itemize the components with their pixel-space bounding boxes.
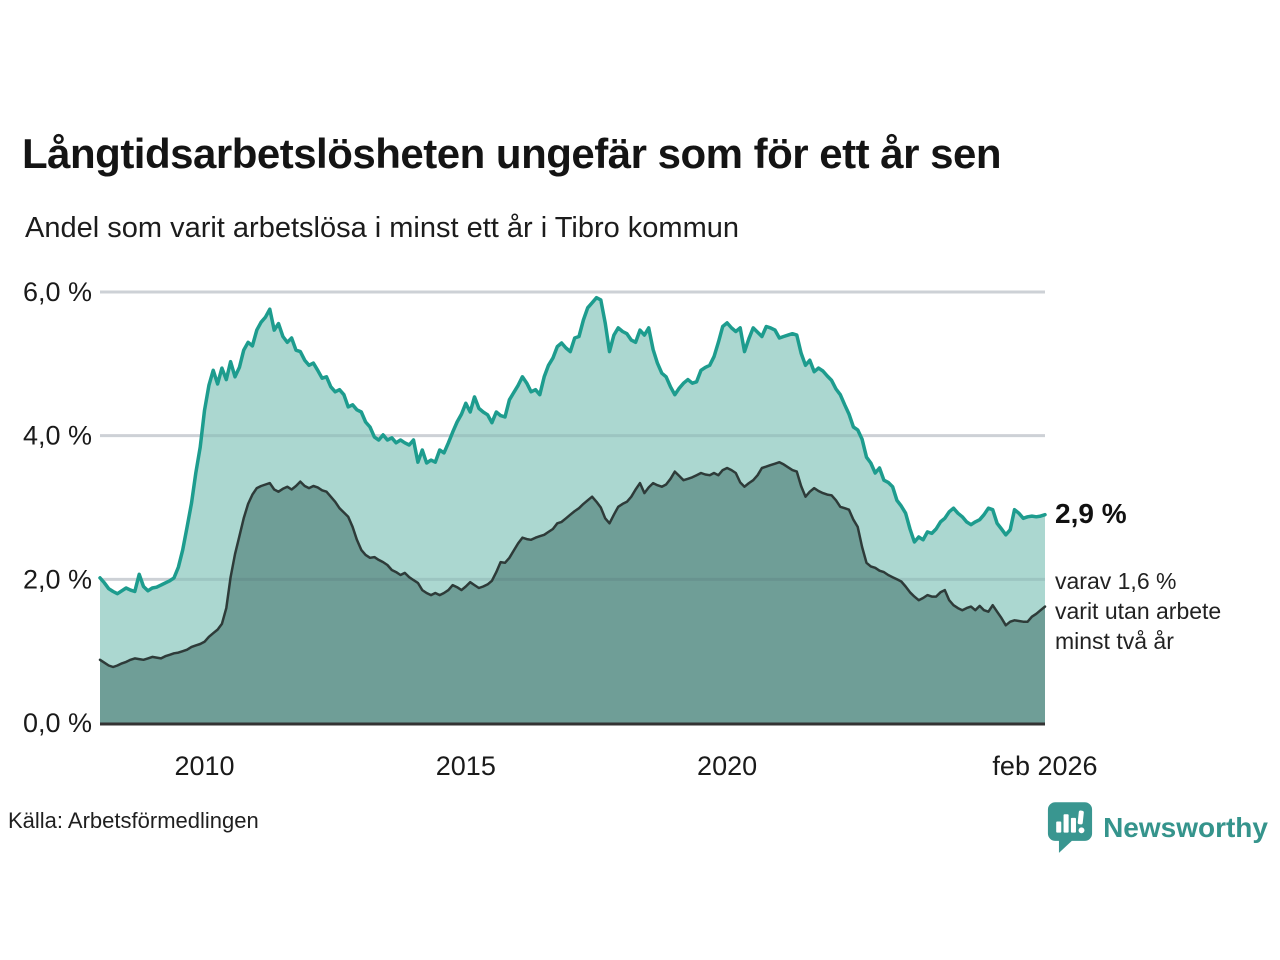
source-label: Källa: Arbetsförmedlingen (8, 808, 259, 833)
page-title: Långtidsarbetslösheten ungefär som för e… (22, 130, 1002, 177)
subseries-annotation: varav 1,6 % varit utan arbete minst två … (1055, 566, 1221, 656)
svg-text:2020: 2020 (697, 751, 757, 781)
chart-subtitle: Andel som varit arbetslösa i minst ett å… (25, 212, 739, 244)
svg-text:2,0 %: 2,0 % (23, 564, 92, 594)
svg-text:6,0 %: 6,0 % (23, 277, 92, 307)
svg-text:feb 2026: feb 2026 (992, 751, 1097, 781)
svg-text:0,0 %: 0,0 % (23, 708, 92, 738)
subseries-annotation-line1: varav 1,6 % (1055, 568, 1177, 594)
bar-chart-bubble-icon (1047, 802, 1093, 853)
newsworthy-logo: Newsworthy (1047, 800, 1268, 856)
svg-text:2015: 2015 (436, 751, 496, 781)
latest-value-label: 2,9 % (1055, 498, 1127, 529)
svg-text:4,0 %: 4,0 % (23, 421, 92, 451)
newsworthy-logo-text: Newsworthy (1103, 812, 1268, 843)
svg-text:2010: 2010 (174, 751, 234, 781)
subseries-annotation-line2: varit utan arbete (1055, 598, 1222, 624)
subseries-annotation-line3: minst två år (1055, 628, 1174, 654)
